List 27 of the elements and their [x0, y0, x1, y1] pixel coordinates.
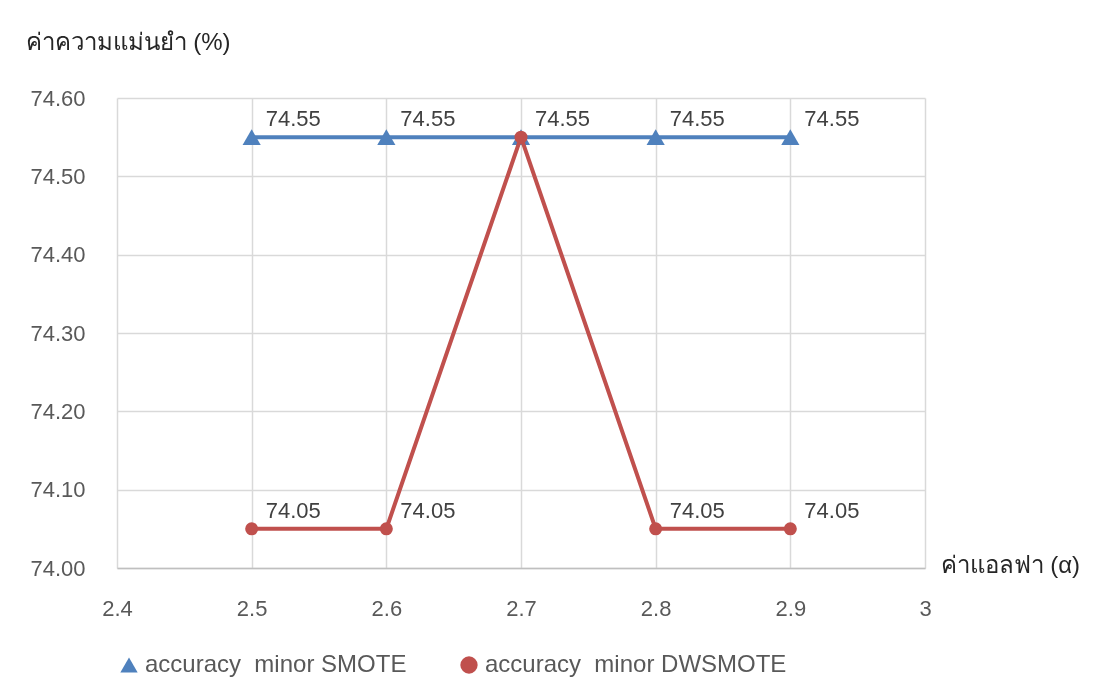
y-tick-label: 74.00 — [30, 555, 86, 581]
y-tick-label: 74.60 — [30, 85, 86, 111]
y-axis-title: ค่าความแม่นยำ (%) — [25, 27, 231, 55]
data-label: 74.55 — [804, 106, 860, 132]
legend-label: accuracy minor SMOTE — [145, 650, 407, 677]
data-label: 74.55 — [669, 106, 725, 132]
x-tick-label: 2.7 — [506, 595, 537, 621]
data-label: 74.05 — [265, 497, 321, 523]
y-tick-label: 74.30 — [30, 320, 86, 346]
data-label: 74.05 — [400, 497, 456, 523]
y-tick-label: 74.40 — [30, 242, 86, 268]
y-tick-label: 74.50 — [30, 163, 86, 189]
x-tick-label: 2.4 — [102, 595, 133, 621]
data-label: 74.05 — [804, 497, 860, 523]
x-tick-label: 2.6 — [371, 595, 403, 621]
data-label: 74.55 — [400, 106, 456, 132]
data-label: 74.55 — [265, 106, 321, 132]
data-label: 74.05 — [669, 497, 725, 523]
legend-label: accuracy minor DWSMOTE — [485, 650, 787, 677]
x-tick-label: 3 — [919, 595, 932, 621]
y-tick-label: 74.10 — [30, 477, 86, 503]
x-axis-title: ค่าแอลฟา (α) — [940, 550, 1081, 578]
data-label: 74.55 — [535, 106, 591, 132]
y-tick-label: 74.20 — [30, 398, 86, 424]
x-tick-label: 2.9 — [775, 595, 807, 621]
x-tick-label: 2.5 — [236, 595, 268, 621]
x-tick-label: 2.8 — [640, 595, 672, 621]
